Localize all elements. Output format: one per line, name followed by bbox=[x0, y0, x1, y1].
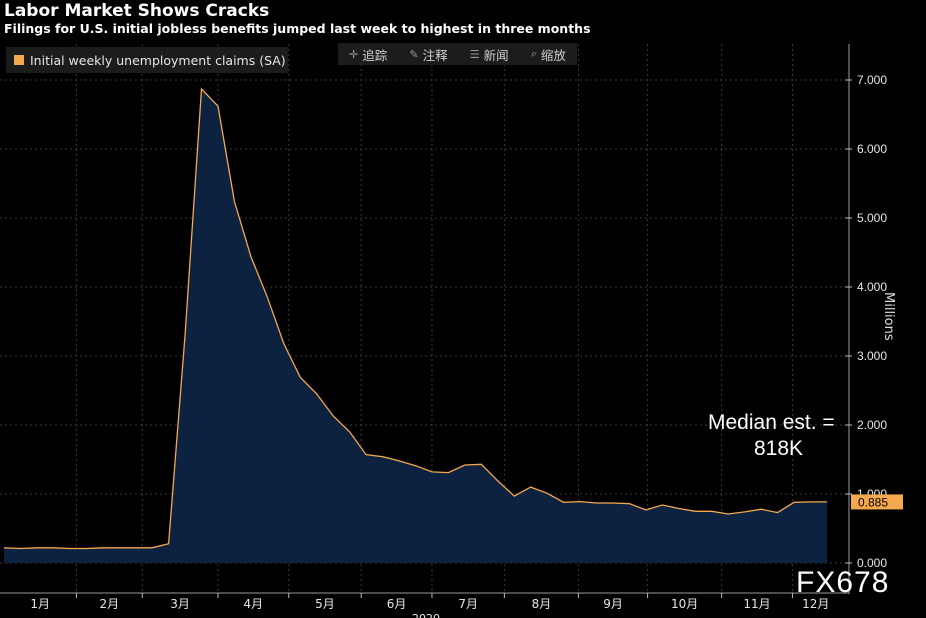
watermark: FX678 bbox=[796, 566, 890, 599]
x-tick-label: 9月 bbox=[603, 597, 623, 611]
y-tick-label: 3.000 bbox=[857, 349, 887, 363]
tool-annotate[interactable]: ✎ 注释 bbox=[409, 45, 447, 64]
y-tick-label: 2.000 bbox=[857, 418, 887, 432]
annotation-line2: 818K bbox=[754, 437, 804, 460]
y-tick-label: 5.000 bbox=[857, 211, 887, 225]
tool-zoom[interactable]: ⌕ 缩放 bbox=[531, 45, 566, 64]
x-tick-label: 7月 bbox=[458, 597, 478, 611]
median-annotation: Median est. = 818K bbox=[708, 410, 835, 462]
x-tick-label: 5月 bbox=[315, 597, 335, 611]
x-tick-label: 12月 bbox=[802, 597, 829, 611]
grid-lines bbox=[0, 44, 849, 593]
chart-toolbar: ✛ 追踪 ✎ 注释 ☰ 新闻 ⌕ 缩放 bbox=[338, 43, 577, 65]
tool-news-label: 新闻 bbox=[483, 47, 509, 63]
y-tick-label: 0.000 bbox=[857, 556, 887, 570]
tool-annotate-label: 注释 bbox=[422, 47, 448, 63]
x-tick-label: 6月 bbox=[387, 597, 407, 611]
x-tick-label: 11月 bbox=[743, 597, 770, 611]
tool-track[interactable]: ✛ 追踪 bbox=[349, 45, 387, 64]
x-tick-label: 3月 bbox=[170, 597, 190, 611]
annotation-line1: Median est. = bbox=[708, 411, 835, 434]
news-icon: ☰ bbox=[469, 47, 480, 61]
tool-news[interactable]: ☰ 新闻 bbox=[470, 45, 509, 64]
tool-zoom-label: 缩放 bbox=[540, 47, 566, 63]
tool-track-label: 追踪 bbox=[362, 47, 388, 63]
claims-area-fill bbox=[4, 89, 827, 563]
y-tick-label: 6.000 bbox=[857, 142, 887, 156]
last-value-text: 0.885 bbox=[858, 495, 888, 509]
y-tick-label: 4.000 bbox=[857, 280, 887, 294]
x-tick-label: 4月 bbox=[244, 597, 264, 611]
last-value-marker: 0.885 bbox=[851, 494, 903, 510]
crosshair-icon: ✛ bbox=[349, 47, 359, 61]
chart-subtitle: Filings for U.S. initial jobless benefit… bbox=[4, 21, 591, 36]
legend-label: Initial weekly unemployment claims (SA) bbox=[30, 52, 286, 68]
x-tick-label: 1月 bbox=[30, 597, 50, 611]
claims-line bbox=[3, 87, 827, 550]
x-axis-year-label: 2020 bbox=[412, 612, 440, 618]
y-tick-label: 7.000 bbox=[857, 73, 887, 87]
x-tick-label: 10月 bbox=[671, 597, 698, 611]
y-axis-label: Millions bbox=[881, 292, 896, 341]
pencil-icon: ✎ bbox=[409, 47, 419, 61]
last-value-badge bbox=[851, 494, 903, 510]
legend: Initial weekly unemployment claims (SA) bbox=[6, 47, 288, 73]
chart-title: Labor Market Shows Cracks bbox=[4, 1, 270, 21]
x-tick-label: 2月 bbox=[100, 597, 120, 611]
x-axis-ticks: 1月 2月 3月 4月 5月 6月 7月 8月 9月 10月 11月 12月 2020 bbox=[30, 593, 829, 618]
legend-swatch bbox=[14, 55, 24, 65]
x-tick-label: 8月 bbox=[532, 597, 552, 611]
zoom-icon: ⌕ bbox=[530, 47, 537, 60]
